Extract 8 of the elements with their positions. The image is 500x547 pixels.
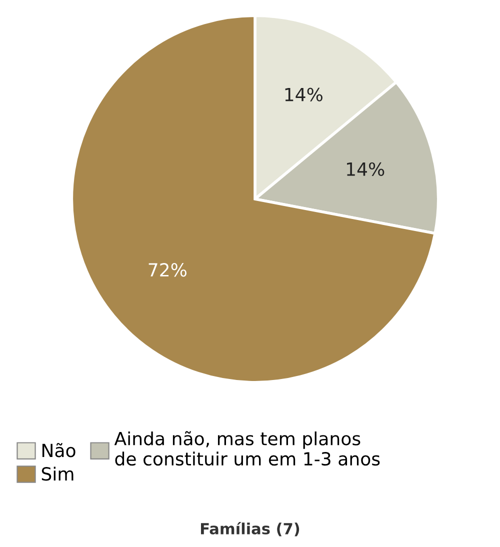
legend-label: Não bbox=[42, 442, 76, 458]
legend-label: Ainda não, mas tem planos de constituir um em 1-3 anos bbox=[114, 431, 380, 466]
pie-slice bbox=[70, 14, 436, 384]
legend-label: Sim bbox=[42, 466, 74, 481]
data-label: 72% bbox=[148, 263, 186, 277]
data-label: 14% bbox=[347, 162, 384, 176]
text: Famílias (7) bbox=[201, 522, 300, 536]
data-label: 14% bbox=[285, 88, 322, 102]
